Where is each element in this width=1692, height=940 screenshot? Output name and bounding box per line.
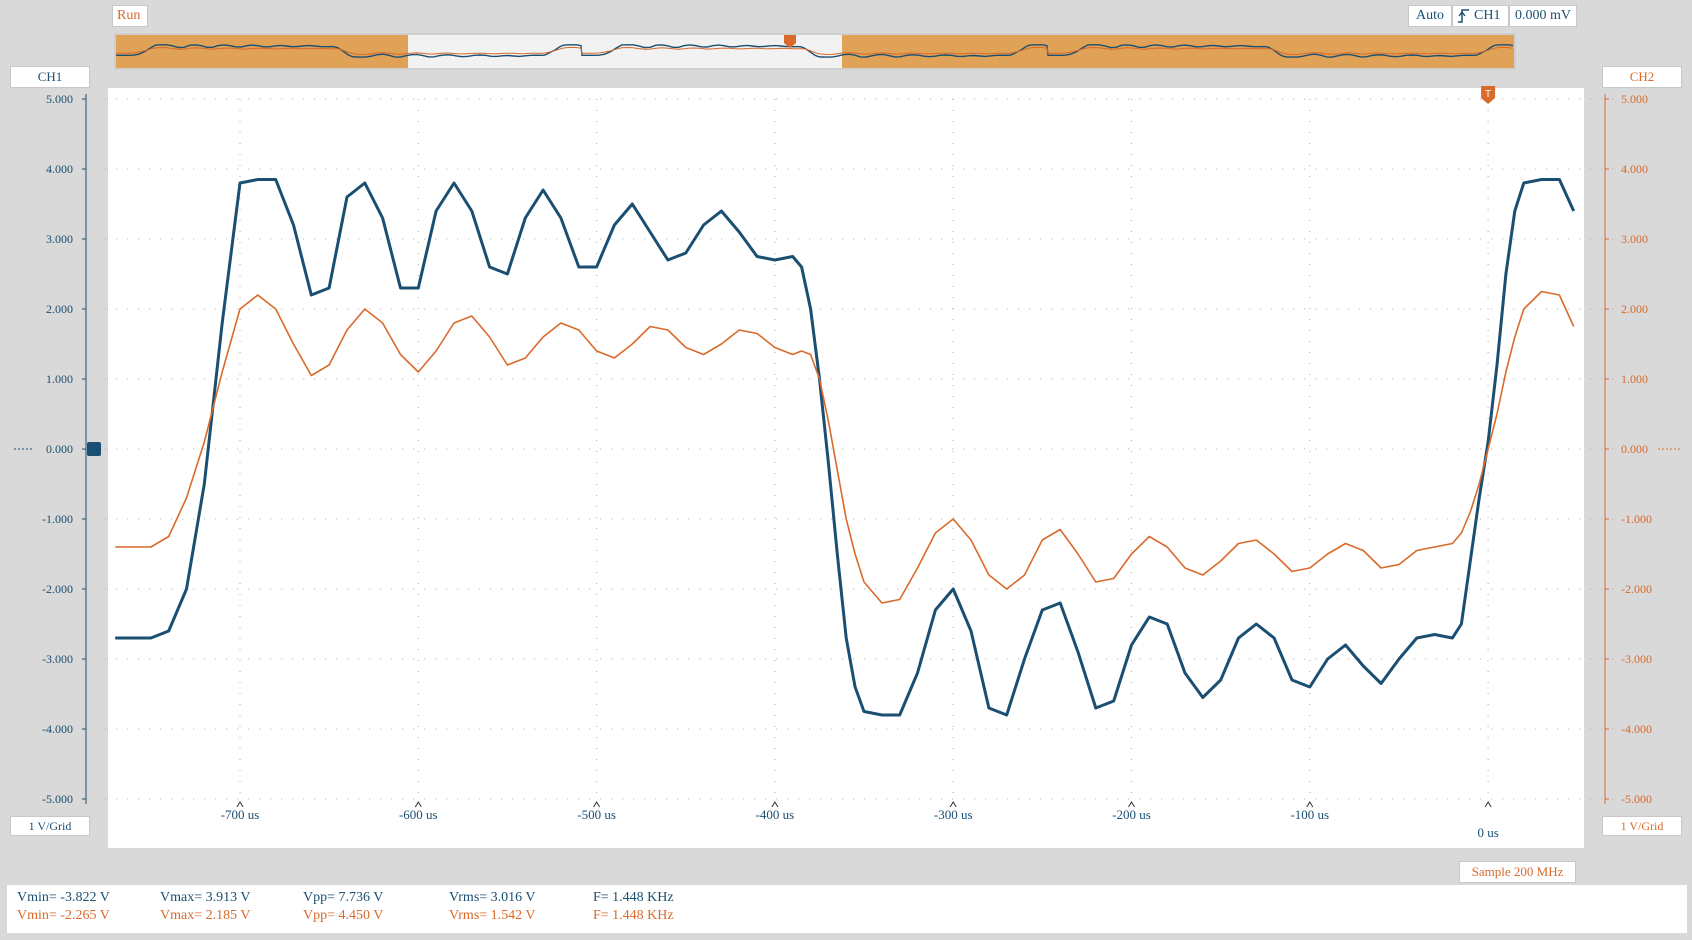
ch2-vpp: Vpp= 4.450 V bbox=[303, 908, 384, 923]
ch1-vpp: Vpp= 7.736 V bbox=[303, 890, 384, 905]
x-tick-label: 0 us bbox=[1477, 825, 1498, 840]
trigger-marker-label: T bbox=[1485, 89, 1491, 100]
ch1-y-tick-label: 4.000 bbox=[46, 162, 73, 176]
overview-canvas bbox=[116, 35, 1514, 68]
x-tick-label: -300 us bbox=[934, 807, 973, 822]
ch2-y-tick-label: -4.000 bbox=[1621, 722, 1652, 736]
x-tick-label: -100 us bbox=[1290, 807, 1329, 822]
ch1-y-tick-label: -2.000 bbox=[42, 582, 73, 596]
sample-rate-label: Sample 200 MHz bbox=[1459, 861, 1576, 883]
x-tick-label: -400 us bbox=[756, 807, 795, 822]
ch2-vrms: Vrms= 1.542 V bbox=[449, 908, 536, 923]
ch1-header[interactable]: CH1 bbox=[10, 66, 90, 88]
ch1-vrms: Vrms= 3.016 V bbox=[449, 890, 536, 905]
trigger-source-button[interactable]: CH1 bbox=[1452, 5, 1509, 27]
x-tick-arrow bbox=[236, 801, 244, 808]
ch1-y-tick-label: -1.000 bbox=[42, 512, 73, 526]
ch2-y-tick-label: 5.000 bbox=[1621, 92, 1648, 106]
ch1-axis-panel bbox=[10, 88, 90, 816]
ch2-y-tick-label: -5.000 bbox=[1621, 792, 1652, 806]
x-tick-arrow bbox=[1484, 801, 1492, 808]
plot-area[interactable] bbox=[108, 88, 1584, 806]
ch1-y-tick-label: -5.000 bbox=[42, 792, 73, 806]
x-tick-label: -700 us bbox=[221, 807, 260, 822]
overview-mask-right bbox=[842, 35, 1514, 68]
overview-trigger-marker bbox=[784, 35, 796, 48]
ch2-header[interactable]: CH2 bbox=[1602, 66, 1682, 88]
run-status-label[interactable]: Run bbox=[112, 5, 148, 27]
trigger-position-marker: T bbox=[1481, 86, 1496, 104]
x-tick-label: -600 us bbox=[399, 807, 438, 822]
trigger-level-value[interactable]: 0.000 mV bbox=[1509, 5, 1577, 27]
ch1-ground-marker bbox=[87, 442, 101, 456]
grid-layer bbox=[105, 98, 1618, 800]
ch1-y-tick-label: 2.000 bbox=[46, 302, 73, 316]
waveform-ch1 bbox=[115, 178, 1576, 717]
ch1-y-tick-label: 3.000 bbox=[46, 232, 73, 246]
ch2-y-tick-label: -2.000 bbox=[1621, 582, 1652, 596]
x-tick-arrow bbox=[771, 801, 779, 808]
ch2-freq: F= 1.448 KHz bbox=[593, 908, 674, 923]
x-tick-label: -500 us bbox=[577, 807, 616, 822]
overview-waveform-ch2 bbox=[116, 46, 1513, 56]
x-tick-arrow bbox=[414, 801, 422, 808]
trigger-marker-shape bbox=[1481, 86, 1496, 104]
ch1-y-tick-label: 1.000 bbox=[46, 372, 73, 386]
ch1-vmin: Vmin= -3.822 V bbox=[17, 890, 110, 905]
trigger-mode-button[interactable]: Auto bbox=[1408, 5, 1452, 27]
ch1-scale-label[interactable]: 1 V/Grid bbox=[10, 816, 90, 836]
x-tick-arrow bbox=[1306, 801, 1314, 808]
ch1-freq: F= 1.448 KHz bbox=[593, 890, 674, 905]
ch2-y-tick-label: 3.000 bbox=[1621, 232, 1648, 246]
x-tick-label: -200 us bbox=[1112, 807, 1151, 822]
overview-view-window bbox=[408, 35, 842, 68]
overview-mask-left bbox=[116, 35, 408, 68]
ch1-vmax: Vmax= 3.913 V bbox=[160, 890, 251, 905]
ch2-y-tick-label: 1.000 bbox=[1621, 372, 1648, 386]
ch1-y-tick-label: -4.000 bbox=[42, 722, 73, 736]
ch2-vmin: Vmin= -2.265 V bbox=[17, 908, 110, 923]
x-tick-arrow bbox=[593, 801, 601, 808]
ch2-axis-panel bbox=[1602, 88, 1682, 816]
ch2-y-tick-label: 2.000 bbox=[1621, 302, 1648, 316]
x-tick-arrow bbox=[1128, 801, 1135, 808]
waveform-overview[interactable] bbox=[114, 33, 1516, 70]
ch2-y-tick-label: -3.000 bbox=[1621, 652, 1652, 666]
ch2-y-tick-label: 4.000 bbox=[1621, 162, 1648, 176]
waveform-ch2 bbox=[115, 290, 1575, 604]
x-tick-arrow bbox=[949, 801, 957, 808]
overview-waveform-ch1 bbox=[116, 44, 1514, 58]
ch1-y-tick-label: -3.000 bbox=[42, 652, 73, 666]
ch2-y-tick-label: -1.000 bbox=[1621, 512, 1652, 526]
trigger-source-label: CH1 bbox=[1474, 8, 1501, 23]
ch2-scale-label[interactable]: 1 V/Grid bbox=[1602, 816, 1682, 836]
ch2-y-tick-label: 0.000 bbox=[1621, 442, 1648, 456]
ch2-vmax: Vmax= 2.185 V bbox=[160, 908, 251, 923]
ch1-y-tick-label: 0.000 bbox=[46, 442, 73, 456]
rising-edge-icon bbox=[1458, 9, 1469, 23]
ch1-y-tick-label: 5.000 bbox=[46, 92, 73, 106]
time-axis-strip bbox=[108, 806, 1584, 848]
measurement-panel: Vmin= -3.822 V Vmax= 3.913 V Vpp= 7.736 … bbox=[7, 885, 1687, 933]
